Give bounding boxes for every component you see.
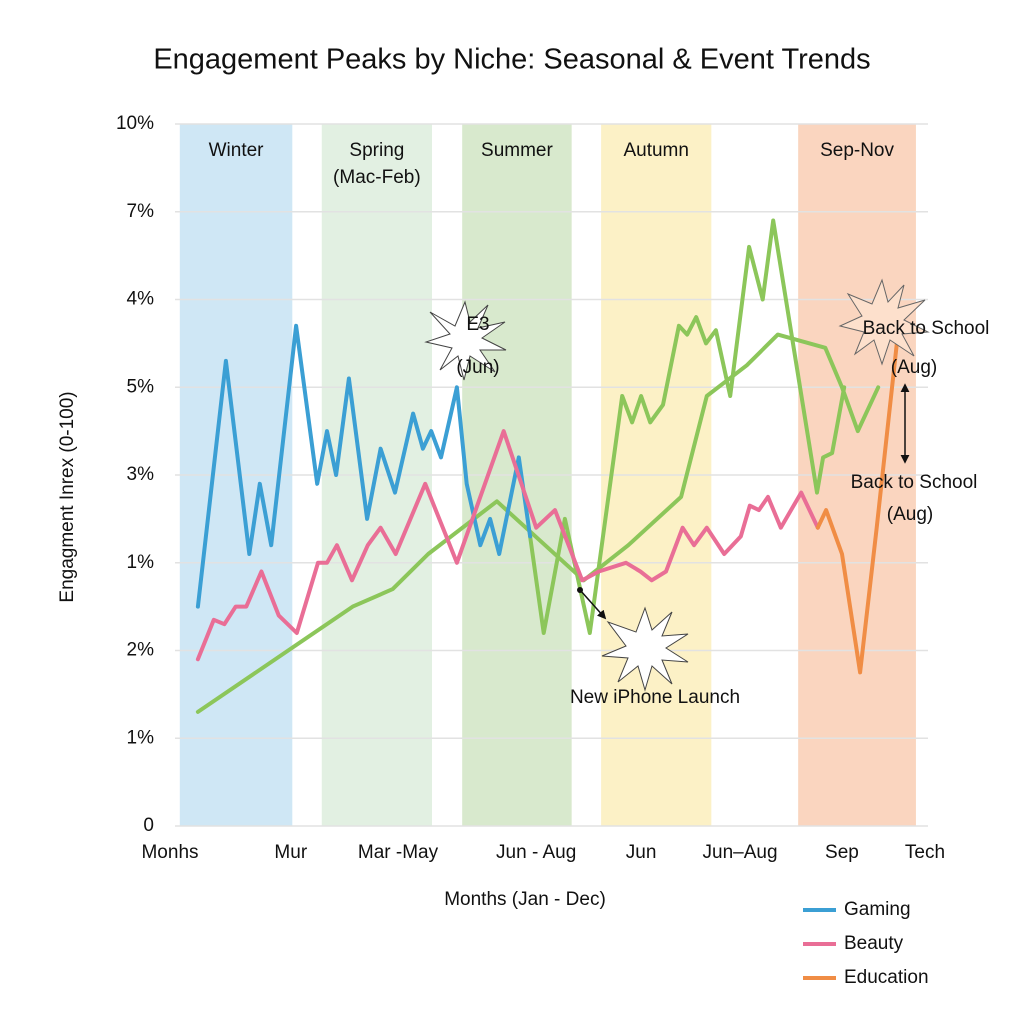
annotation: (Aug) [887, 504, 933, 525]
y-axis-label: Engagment Inrex (0-100) [57, 391, 78, 602]
y-tick-label: 10% [116, 113, 154, 134]
band-label: Autumn [623, 140, 688, 161]
x-tick-label: Mur [274, 842, 307, 863]
burst [601, 606, 689, 692]
chart-title: Engagement Peaks by Niche: Seasonal & Ev… [153, 44, 870, 76]
y-tick-label: 3% [127, 464, 155, 485]
y-tick-label: 1% [127, 552, 155, 573]
y-tick-label: 7% [127, 201, 155, 222]
grid [175, 123, 928, 827]
arrow [579, 589, 607, 620]
x-tick-label: Monhs [141, 842, 198, 863]
burst [424, 300, 507, 381]
x-tick-label: Tech [905, 842, 945, 863]
burst [838, 278, 930, 366]
series-line [195, 332, 881, 714]
annotation: Back to School [863, 318, 990, 339]
x-axis-label: Months (Jan - Dec) [444, 889, 606, 910]
band-label: Spring [349, 140, 404, 161]
x-tick-label: Jun–Aug [703, 842, 778, 863]
annotation: New iPhone Launch [570, 687, 740, 708]
annotation: Back to School [851, 472, 978, 493]
series-line [528, 218, 847, 635]
y-tick-label: 0 [143, 815, 154, 836]
x-tick-label: Jun [626, 842, 657, 863]
series-line [815, 332, 900, 675]
y-tick-label: 1% [127, 727, 155, 748]
band-label: Winter [209, 140, 265, 161]
legend-label: Education [844, 967, 929, 988]
series-line [195, 429, 820, 662]
y-tick-label: 4% [127, 289, 155, 310]
legend-label: Beauty [844, 933, 904, 954]
series-line [195, 323, 533, 609]
y-tick-label: 5% [127, 376, 155, 397]
series-lines [195, 218, 900, 714]
y-tick-label: 2% [127, 640, 155, 661]
legend-label: Gaming [844, 899, 911, 920]
annotation: E3 [466, 314, 489, 335]
x-tick-label: Sep [825, 842, 859, 863]
band-label: Summer [481, 140, 553, 161]
arrow-dot [577, 587, 583, 593]
band-label: (Mac-Feb) [333, 167, 421, 188]
annotation: (Aug) [891, 357, 937, 378]
x-tick-label: Mar -May [358, 842, 439, 863]
band-label: Sep-Nov [820, 140, 894, 161]
x-tick-label: Jun - Aug [496, 842, 576, 863]
legend: Gaming Beauty Education [803, 899, 929, 988]
annotation: (Jun) [456, 357, 499, 378]
